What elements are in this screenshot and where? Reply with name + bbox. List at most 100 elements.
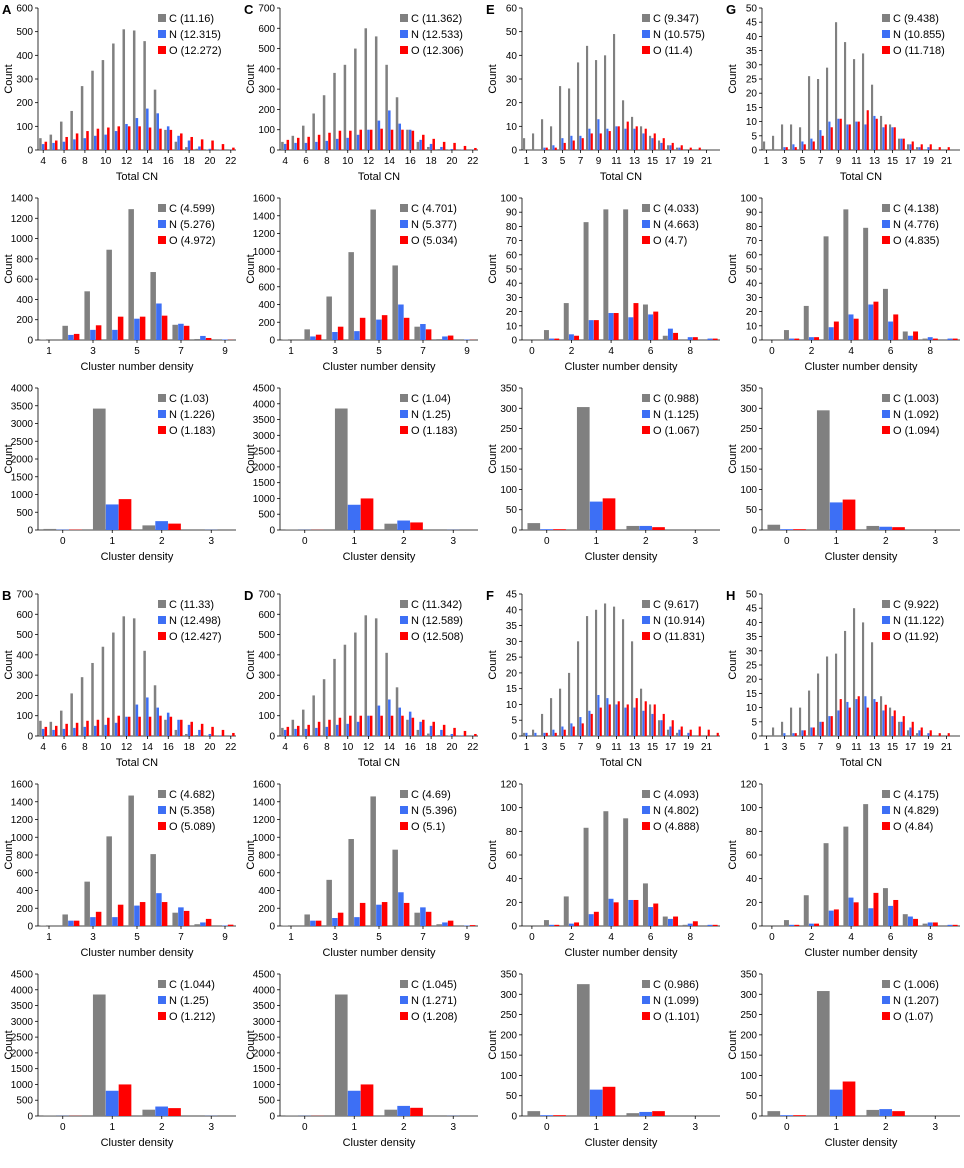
bar-n (927, 337, 933, 340)
y-tick-label: 1000 (253, 494, 276, 505)
legend-entry-c: C (4.69) (411, 789, 451, 801)
bar-n (335, 138, 339, 150)
x-tick-label: 22 (225, 742, 237, 753)
bar-n (398, 123, 401, 150)
bar-o (893, 899, 899, 926)
legend-entry-o: O (11.718) (893, 45, 945, 57)
x-tick-label: 22 (467, 742, 479, 753)
bar-o (652, 527, 665, 530)
bar-c (416, 141, 420, 150)
y-tick-label: 0 (751, 526, 757, 537)
y-tick-label: 800 (16, 254, 33, 265)
bar-n (294, 728, 297, 736)
x-tick-label: 13 (629, 156, 641, 167)
legend-swatch-c (882, 790, 890, 798)
y-tick-label: 30 (746, 60, 758, 71)
bar-c (70, 693, 73, 736)
y-axis-label: Count (487, 444, 499, 473)
bar-o (833, 909, 839, 926)
legend-entry-o: O (1.183) (169, 425, 215, 437)
bar-o (857, 696, 860, 736)
bar-o (554, 338, 560, 340)
y-tick-label: 1000 (253, 1080, 276, 1091)
bar-n (376, 319, 382, 340)
y-tick-label: 150 (740, 465, 757, 476)
bar-o (54, 140, 58, 150)
bar-c (861, 53, 865, 150)
bar-n (780, 529, 793, 530)
y-tick-label: 25 (746, 75, 758, 86)
bar-o (554, 732, 557, 736)
bar-c (803, 895, 809, 926)
bar-n (68, 920, 74, 926)
bar-c (783, 920, 789, 926)
y-tick-label: 1500 (253, 478, 276, 489)
bar-n (83, 138, 87, 150)
x-tick-label: 4 (848, 932, 854, 943)
bar-c (882, 288, 888, 340)
x-axis-label: Total CN (358, 757, 400, 769)
x-tick-label: 14 (384, 742, 396, 753)
bar-o (866, 110, 869, 150)
bar-n (146, 697, 149, 736)
y-axis-label: Count (727, 1030, 739, 1059)
bar-n (927, 733, 930, 736)
y-tick-label: 3500 (253, 1001, 276, 1012)
bar-o (73, 333, 80, 340)
bar-c (374, 618, 378, 736)
bar-n (900, 138, 903, 150)
legend-entry-n: N (1.092) (893, 409, 939, 421)
x-axis-label: Cluster density (825, 551, 898, 563)
x-tick-label: 0 (544, 536, 550, 547)
bar-c (783, 330, 789, 340)
y-tick-label: 3000 (253, 431, 276, 442)
bar-c (803, 305, 809, 340)
legend-swatch-n (158, 30, 166, 38)
bar-n (909, 727, 912, 736)
bar-n (461, 735, 464, 736)
x-tick-label: 12 (363, 156, 375, 167)
bar-n (310, 920, 316, 926)
y-axis-label: Count (727, 254, 739, 283)
legend-entry-c: C (1.045) (411, 979, 457, 991)
legend-swatch-o (882, 822, 890, 830)
bar-o (853, 318, 859, 340)
y-tick-label: 40 (506, 605, 518, 616)
x-axis-label: Cluster number density (80, 947, 194, 959)
bar-n (134, 905, 140, 926)
bar-n (156, 707, 159, 736)
bar-c (172, 324, 178, 340)
y-tick-label: 1000 (253, 247, 276, 258)
bar-o (608, 704, 611, 736)
legend-swatch-c (400, 980, 408, 988)
bar-n (114, 722, 118, 736)
y-tick-label: 0 (511, 732, 517, 743)
bar-o (442, 724, 446, 736)
bar-n (801, 141, 804, 150)
bar-c (43, 1115, 57, 1116)
bar-c (843, 209, 849, 340)
x-tick-label: 5 (376, 932, 382, 943)
bar-c (39, 720, 42, 736)
bar-n (667, 918, 673, 926)
bar-c (414, 912, 420, 926)
bar-o (554, 924, 560, 926)
legend-swatch-c (882, 204, 890, 212)
chart-panel-h-3: 0 50 100 150 200 250 300 350 0 1 2 3 Cluster density… (727, 970, 960, 1149)
y-tick-label: 4500 (253, 384, 276, 395)
y-tick-label: 200 (16, 98, 33, 109)
bar-o (929, 730, 932, 736)
bar-o (117, 904, 124, 926)
bar-o (821, 721, 824, 736)
bar-c (194, 338, 200, 340)
bar-c (915, 147, 919, 150)
bar-c (767, 1111, 781, 1116)
y-tick-label: 800 (258, 851, 275, 862)
bar-c (150, 272, 156, 340)
y-tick-label: 500 (258, 510, 275, 521)
y-tick-label: 300 (740, 404, 757, 415)
bar-c (92, 994, 106, 1116)
bar-n (105, 504, 119, 530)
bar-n (846, 124, 849, 150)
bar-n (442, 922, 448, 926)
